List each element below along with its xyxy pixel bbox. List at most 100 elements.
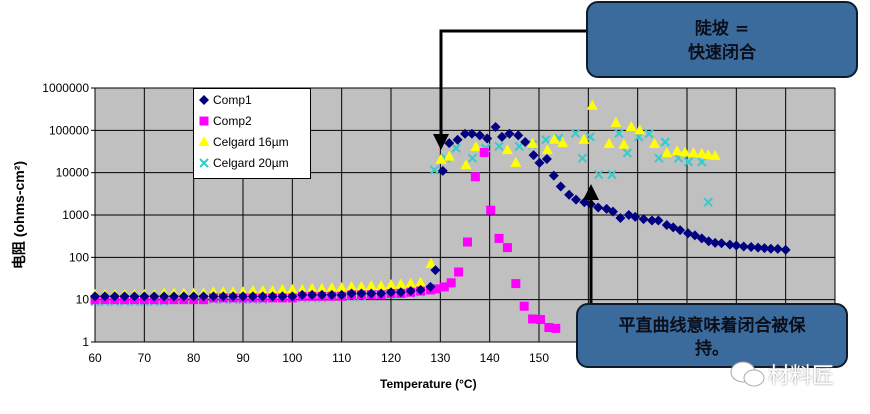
data-point-celgard-16µm: [618, 138, 630, 149]
data-point-comp1: [297, 289, 308, 300]
data-point-comp2: [519, 301, 529, 311]
data-point-comp1: [466, 128, 477, 139]
data-point-celgard-20µm: [660, 137, 671, 147]
data-point-celgard-20µm: [467, 153, 478, 163]
data-point-comp1: [356, 288, 367, 299]
data-point-comp1: [638, 214, 649, 225]
data-point-comp1: [615, 212, 626, 223]
legend-item: Celgard 16µm: [194, 131, 310, 152]
y-tick-label: 1000000: [42, 81, 89, 95]
data-point-celgard-16µm: [316, 282, 328, 293]
data-point-comp1: [376, 288, 387, 299]
data-point-comp1: [267, 291, 278, 302]
data-point-comp1: [257, 291, 268, 302]
data-point-comp1: [571, 194, 581, 205]
legend: Comp1 Comp2 Celgard 16µm Celgard 20µm: [193, 88, 311, 179]
data-point-celgard-16µm: [336, 281, 348, 292]
y-tick-label: 100: [69, 250, 89, 264]
data-point-celgard-20µm: [494, 141, 504, 151]
x-stroke: [570, 128, 581, 139]
y-tick-label: 1: [82, 335, 89, 349]
x-tick-label: 110: [332, 351, 351, 365]
data-point-comp1: [555, 181, 566, 192]
legend-marker: [199, 94, 209, 105]
x-stroke: [683, 157, 694, 167]
data-point-comp1: [405, 286, 416, 297]
data-point-comp1: [430, 265, 441, 276]
data-point-celgard-16µm: [661, 147, 673, 158]
x-tick-label: 100: [282, 351, 302, 365]
data-point-comp1: [395, 287, 406, 298]
data-point-celgard-16µm: [541, 144, 553, 155]
data-point-celgard-16µm: [267, 285, 279, 296]
data-point-comp1: [772, 243, 783, 254]
data-point-celgard-20µm: [607, 169, 617, 180]
data-point-celgard-20µm: [654, 153, 664, 163]
data-point-celgard-16µm: [557, 137, 569, 148]
data-point-comp2: [494, 233, 504, 243]
data-point-comp1: [247, 291, 258, 302]
x-stroke: [467, 153, 478, 163]
data-point-celgard-20µm: [585, 132, 596, 142]
data-point-comp2: [470, 172, 480, 182]
legend-label: Comp2: [213, 113, 252, 128]
legend-marker: [199, 116, 209, 125]
flat-curve-callout: 平直曲线意味着闭合被保 持。: [576, 303, 848, 368]
x-tick-label: 70: [138, 351, 152, 365]
data-point-comp1: [513, 130, 524, 141]
data-point-comp2: [431, 284, 441, 294]
data-point-celgard-16µm: [276, 283, 288, 294]
data-point-comp1: [139, 291, 150, 302]
data-point-celgard-16µm: [679, 146, 691, 157]
data-point-celgard-16µm: [435, 153, 447, 164]
data-point-celgard-16µm: [548, 133, 560, 144]
x-stroke: [654, 153, 664, 163]
data-point-celgard-16µm: [346, 280, 358, 291]
data-point-comp1: [780, 244, 791, 255]
data-point-comp2: [528, 314, 538, 324]
data-point-celgard-20µm: [644, 129, 654, 139]
data-point-comp1: [593, 202, 604, 213]
data-point-comp1: [386, 287, 396, 298]
data-point-celgard-16µm: [470, 141, 482, 152]
data-point-celgard-20µm: [451, 143, 461, 153]
legend-item: Comp1: [194, 89, 310, 110]
data-point-comp1: [452, 134, 463, 145]
x-stroke: [451, 143, 461, 153]
data-point-comp1: [99, 291, 110, 302]
data-point-comp1: [149, 291, 160, 302]
data-point-celgard-16µm: [709, 149, 721, 160]
data-point-comp1: [326, 289, 337, 300]
data-point-comp2: [551, 323, 561, 333]
data-point-comp1: [738, 241, 749, 252]
data-point-celgard-20µm: [577, 153, 588, 163]
data-point-comp1: [119, 291, 130, 302]
data-point-comp1: [541, 154, 552, 165]
data-point-celgard-16µm: [610, 116, 622, 127]
data-point-celgard-16µm: [405, 277, 417, 288]
x-tick-label: 60: [88, 351, 102, 365]
data-point-celgard-16µm: [510, 156, 522, 167]
data-point-comp2: [511, 279, 521, 289]
data-point-comp1: [482, 133, 493, 144]
data-point-comp2: [535, 315, 545, 325]
data-point-comp2: [502, 243, 512, 253]
data-point-comp1: [746, 242, 757, 253]
x-stroke: [541, 135, 551, 145]
data-point-comp1: [646, 215, 657, 226]
data-point-comp1: [287, 291, 298, 302]
data-point-comp2: [439, 282, 449, 292]
data-point-comp1: [534, 157, 545, 168]
data-point-comp1: [437, 165, 448, 176]
data-point-celgard-20µm: [570, 128, 581, 139]
data-point-comp1: [759, 243, 770, 254]
data-point-comp1: [724, 239, 735, 250]
x-stroke: [593, 169, 604, 180]
data-point-comp1: [228, 291, 239, 302]
x-tick-label: 80: [187, 351, 201, 365]
data-point-celgard-16µm: [603, 137, 615, 148]
data-point-celgard-16µm: [425, 257, 437, 268]
data-point-celgard-16µm: [702, 149, 714, 160]
data-point-celgard-16µm: [326, 281, 338, 292]
